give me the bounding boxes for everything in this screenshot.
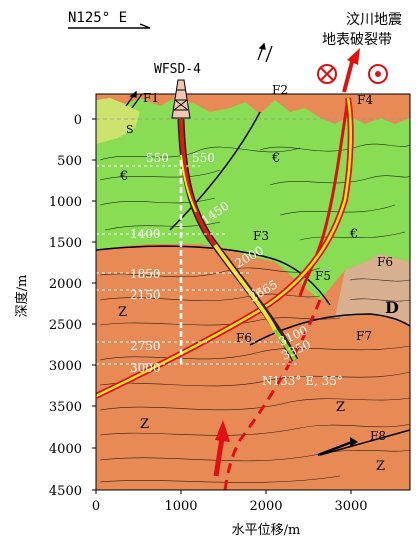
- fault-label-f6-left: F6: [236, 331, 252, 345]
- fault-label-f5: F5: [315, 269, 331, 283]
- event-label-line2: 地表破裂带: [322, 32, 392, 48]
- bedding-lines: [99, 143, 410, 483]
- ytick-2000: 2000: [49, 277, 82, 292]
- x-axis-label: 水平位移/m: [232, 523, 301, 538]
- y-axis-label: 深度/m: [14, 275, 30, 318]
- slip-arrows-f1: [125, 90, 143, 109]
- ytick-1500: 1500: [49, 236, 82, 251]
- depth-2150: 2150: [130, 288, 161, 302]
- unit-symbol-z-1: Z: [118, 305, 127, 320]
- fault-label-f8: F8: [370, 429, 386, 443]
- fault-f4-projection: [223, 299, 322, 490]
- depth-2750: 2750: [130, 339, 161, 353]
- xtick-2000: 2000: [249, 499, 282, 514]
- thrust-arrow-bottom: [213, 437, 225, 477]
- ytick-2500: 2500: [49, 318, 82, 333]
- plot-frame: [95, 93, 411, 491]
- x-tick-labels: 0 1000 2000 3000: [92, 499, 368, 514]
- y-tick-labels: 0 500 1000 1500 2000 2500 3000 3500 4000…: [49, 113, 82, 499]
- fault-f4-trace: [298, 97, 350, 297]
- unit-symbol-silurian: S: [126, 123, 134, 136]
- ytick-4000: 4000: [49, 442, 82, 457]
- fault-f8-trace: [319, 429, 410, 456]
- thrust-arrow-top: [342, 57, 355, 93]
- xtick-1000: 1000: [164, 499, 197, 514]
- fault-f3-trace: [96, 245, 331, 306]
- thrust-arrowhead-bottom: [215, 420, 230, 442]
- direction-arrow: [68, 23, 151, 29]
- borehole-name: WFSD-4: [154, 62, 201, 77]
- drilling-rig-icon: [171, 79, 191, 119]
- unit-symbol-z-2: Z: [140, 417, 149, 432]
- direction-label: N125° E: [68, 10, 127, 26]
- xtick-0: 0: [92, 499, 100, 514]
- unit-symbol-devonian: D: [385, 298, 399, 317]
- depth-1850: 1850: [130, 267, 161, 281]
- slip-arrow-f8: [317, 440, 353, 457]
- ytick-3000: 3000: [49, 359, 82, 374]
- out-of-page-icon: [368, 64, 388, 84]
- slip-arrows-f2: [257, 42, 273, 63]
- depth-3000: 3000: [130, 361, 161, 375]
- fault-label-f3: F3: [253, 229, 269, 243]
- borehole-direction: N133° E, 35°: [262, 374, 343, 388]
- x-ticks: [95, 490, 352, 494]
- unit-symbol-cambrian-2: €: [271, 151, 280, 166]
- fault-label-f2: F2: [272, 83, 288, 97]
- ytick-1000: 1000: [49, 195, 82, 210]
- fault-label-f1: F1: [143, 91, 159, 105]
- unit-symbol-z-3: Z: [336, 400, 345, 415]
- slip-arrowhead-f8: [350, 437, 358, 447]
- unit-silurian-body: [96, 98, 140, 144]
- unit-devonian-body: [335, 254, 410, 326]
- fault-f7-trace: [249, 313, 410, 346]
- fault-label-f6-right: F6: [377, 255, 393, 269]
- ytick-500: 500: [57, 154, 82, 169]
- depth-1400: 1400: [130, 227, 161, 241]
- thrust-arrowhead-top: [347, 48, 360, 65]
- fault-label-f7: F7: [356, 329, 372, 343]
- depth-markers: [96, 165, 300, 365]
- ytick-4500: 4500: [49, 484, 82, 499]
- unit-symbol-z-4: Z: [376, 459, 385, 474]
- depth-550-b: 550: [192, 151, 215, 165]
- xtick-3000: 3000: [334, 499, 367, 514]
- unit-symbol-cambrian-3: €: [349, 227, 358, 242]
- unit-cambrian-body: [96, 98, 410, 300]
- y-ticks: [92, 118, 96, 491]
- fault-f2-trace: [169, 111, 261, 231]
- fault-label-f4: F4: [357, 93, 373, 107]
- fault-traces: [96, 111, 410, 456]
- ytick-0: 0: [74, 113, 82, 128]
- depth-550-a: 550: [146, 151, 169, 165]
- ytick-3500: 3500: [49, 400, 82, 415]
- unit-symbol-cambrian-1: €: [119, 169, 128, 184]
- event-label-line1: 汶川地震: [346, 11, 402, 28]
- into-page-icon: [317, 64, 337, 84]
